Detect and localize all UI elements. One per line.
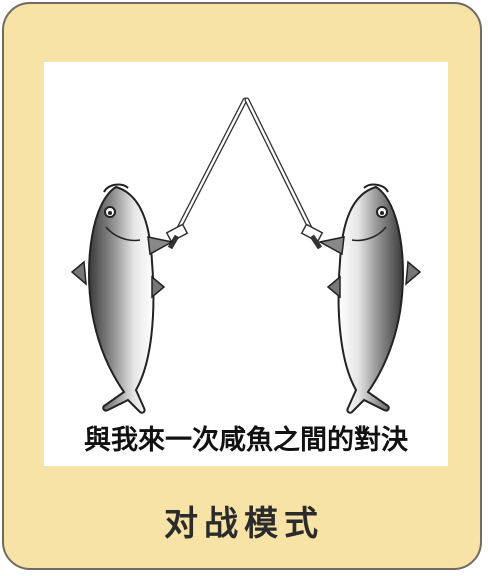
illustration-caption: 與我來一次咸魚之間的對決	[84, 425, 408, 456]
sword-left	[165, 97, 248, 250]
fish-left	[70, 183, 175, 414]
two-fish-fencing-icon	[70, 97, 422, 414]
mode-title[interactable]: 对战模式	[164, 504, 324, 544]
sword-right	[244, 97, 324, 250]
battle-mode-card[interactable]: 與我來一次咸魚之間的對決 对战模式	[2, 2, 482, 570]
battle-illustration: 與我來一次咸魚之間的對決	[44, 62, 448, 466]
fish-right	[317, 183, 422, 414]
